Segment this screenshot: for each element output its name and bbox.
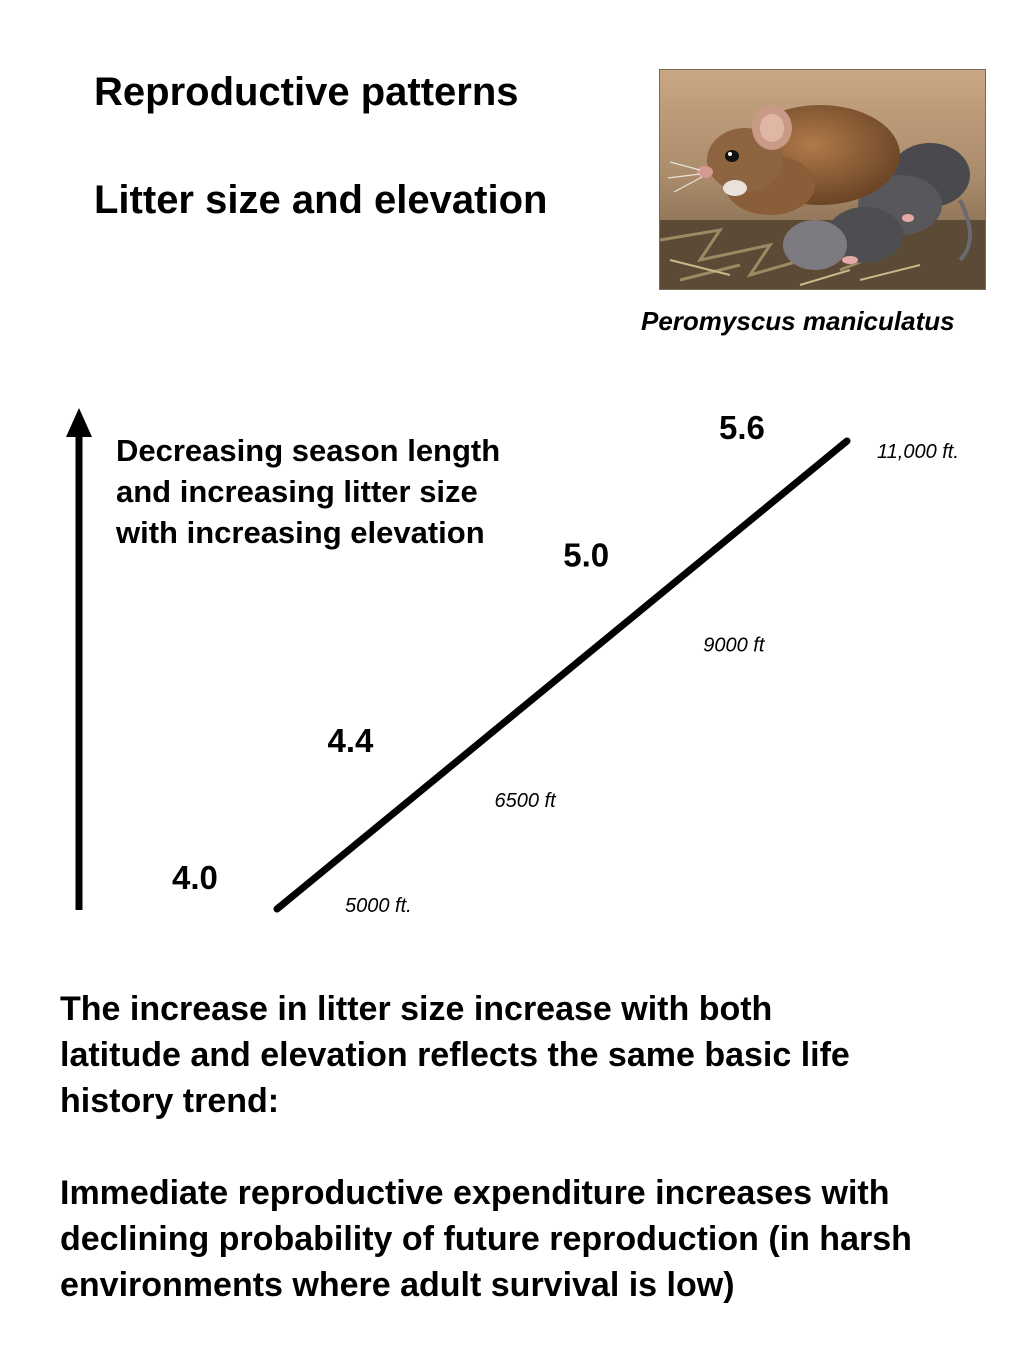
photo-caption: Peromyscus maniculatus xyxy=(641,306,955,336)
litter-size-trend-line xyxy=(273,437,851,913)
litter-size-label: 4.0 xyxy=(172,859,218,896)
paragraph-line: environments where adult survival is low… xyxy=(60,1266,735,1304)
elevation-label: 6500 ft xyxy=(495,790,558,812)
litter-size-label: 5.6 xyxy=(719,409,765,446)
elevation-litter-chart: 4.0 5000 ft. 4.4 6500 ft 5.0 9000 ft 5.6 11,000… xyxy=(66,408,959,917)
paragraph-line: Immediate reproductive expenditure incre… xyxy=(60,1174,890,1212)
elevation-label: 5000 ft. xyxy=(345,895,412,917)
note-line: and increasing litter size xyxy=(116,474,478,509)
page-subtitle: Litter size and elevation xyxy=(94,178,548,222)
arrow-head-icon xyxy=(66,408,92,437)
mouse-photo-icon xyxy=(659,69,986,290)
paragraph-line: latitude and elevation reflects the same… xyxy=(60,1036,850,1074)
paragraph-line: declining probability of future reproduc… xyxy=(60,1220,912,1258)
paragraph-line: history trend: xyxy=(60,1082,280,1120)
explanation-paragraph: The increase in litter size increase wit… xyxy=(60,986,1020,1124)
conclusion-paragraph: Immediate reproductive expenditure incre… xyxy=(60,1170,1020,1308)
note-line: with increasing elevation xyxy=(116,515,485,550)
litter-size-label: 4.4 xyxy=(328,722,375,759)
elevation-label: 11,000 ft. xyxy=(877,441,959,463)
note-line: Decreasing season length xyxy=(116,433,501,468)
paragraph-line: The increase in litter size increase wit… xyxy=(60,990,773,1028)
elevation-label: 9000 ft xyxy=(703,635,766,657)
chart-note: Decreasing season length and increasing … xyxy=(116,430,596,553)
page-title: Reproductive patterns xyxy=(94,70,519,114)
litter-size-label: 5.0 xyxy=(563,537,609,574)
